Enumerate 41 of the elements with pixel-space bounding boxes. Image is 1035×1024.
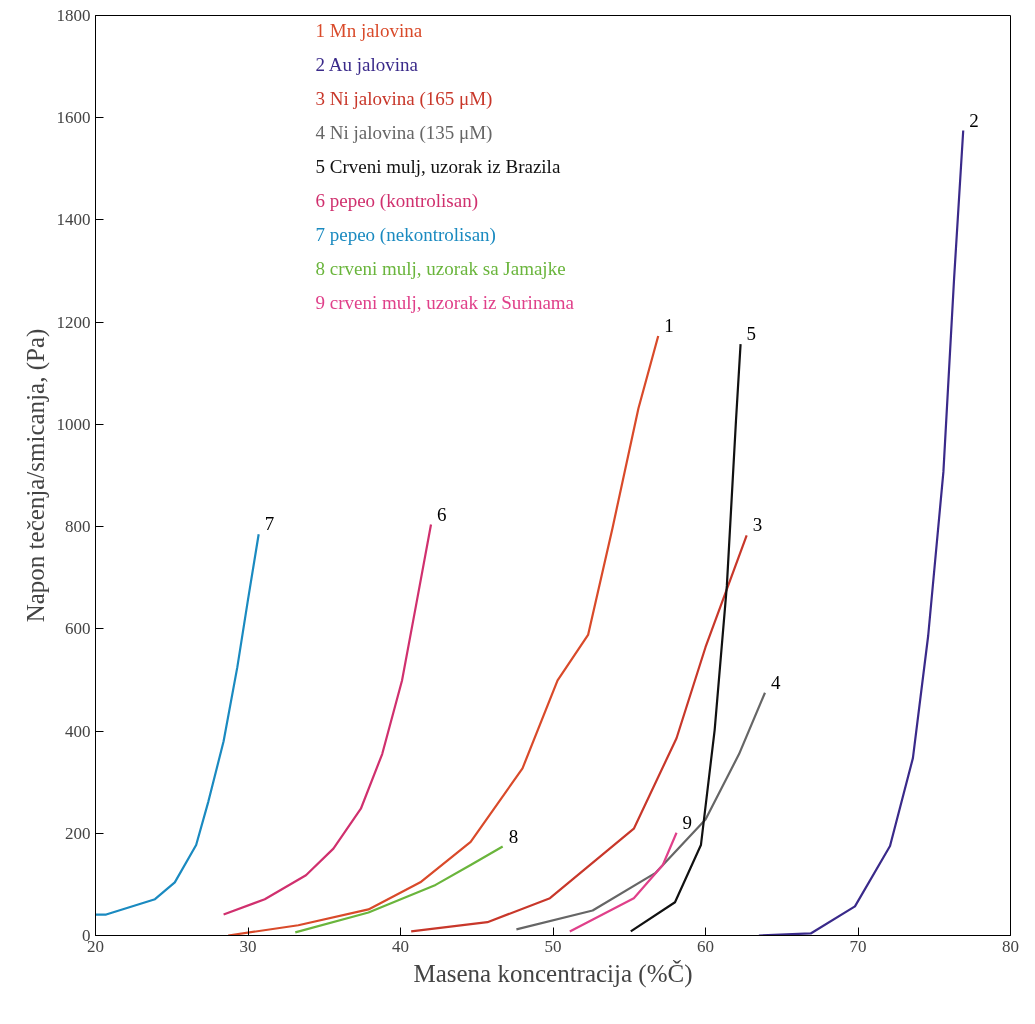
annotation: 4 bbox=[770, 671, 781, 693]
line-series bbox=[227, 334, 660, 936]
y-tick-label: 400 bbox=[65, 721, 91, 741]
text: 8 crveni mulj, uzorak sa Jamajke bbox=[315, 257, 566, 279]
x-tick-label: 70 bbox=[849, 936, 867, 956]
annotation: 6 bbox=[437, 503, 447, 525]
line-series bbox=[294, 845, 504, 934]
annotation: 9 bbox=[682, 811, 693, 833]
text: 6 pepeo (kontrolisan) bbox=[315, 189, 479, 212]
annotation: 8 bbox=[508, 825, 519, 847]
annotation: 7 bbox=[264, 513, 275, 535]
y-tick-label: 1400 bbox=[56, 210, 91, 230]
text: 9 crveni mulj, uzorak iz Surinama bbox=[315, 291, 575, 313]
y-tick-label: 1600 bbox=[56, 108, 91, 128]
y-tick-label: 1200 bbox=[56, 312, 91, 332]
y-tick-label: 600 bbox=[65, 619, 91, 639]
text: 4 Ni jalovina (135 μM) bbox=[315, 121, 493, 144]
line-series bbox=[629, 343, 742, 933]
y-tick-label: 1000 bbox=[56, 414, 91, 434]
x-tick-label: 60 bbox=[697, 936, 714, 956]
line-series bbox=[568, 831, 678, 933]
line-series bbox=[95, 533, 260, 916]
text: 7 pepeo (nekontrolisan) bbox=[315, 223, 496, 246]
y-tick-label: 200 bbox=[65, 823, 91, 843]
y-tick-label: 800 bbox=[65, 517, 91, 537]
text: 1 Mn jalovina bbox=[315, 19, 423, 41]
annotation: 1 bbox=[664, 314, 674, 336]
annotation: 2 bbox=[969, 109, 979, 131]
y-tick-label: 1800 bbox=[56, 6, 91, 25]
text: 5 Crveni mulj, uzorak iz Brazila bbox=[315, 155, 561, 177]
x-tick-label: 50 bbox=[544, 936, 562, 956]
x-axis-title: Masena koncentracija (%Č) bbox=[413, 959, 693, 988]
text: 2 Au jalovina bbox=[315, 53, 419, 75]
annotation: 5 bbox=[746, 323, 757, 345]
line-series bbox=[410, 534, 748, 933]
text: 3 Ni jalovina (165 μM) bbox=[315, 87, 493, 110]
annotation: 3 bbox=[752, 514, 763, 536]
x-tick-label: 30 bbox=[239, 936, 257, 956]
x-tick-label: 40 bbox=[392, 936, 409, 956]
y-axis-title: Napon tečenja/smicanja, (Pa) bbox=[21, 328, 50, 623]
x-tick-label: 80 bbox=[1002, 936, 1019, 956]
